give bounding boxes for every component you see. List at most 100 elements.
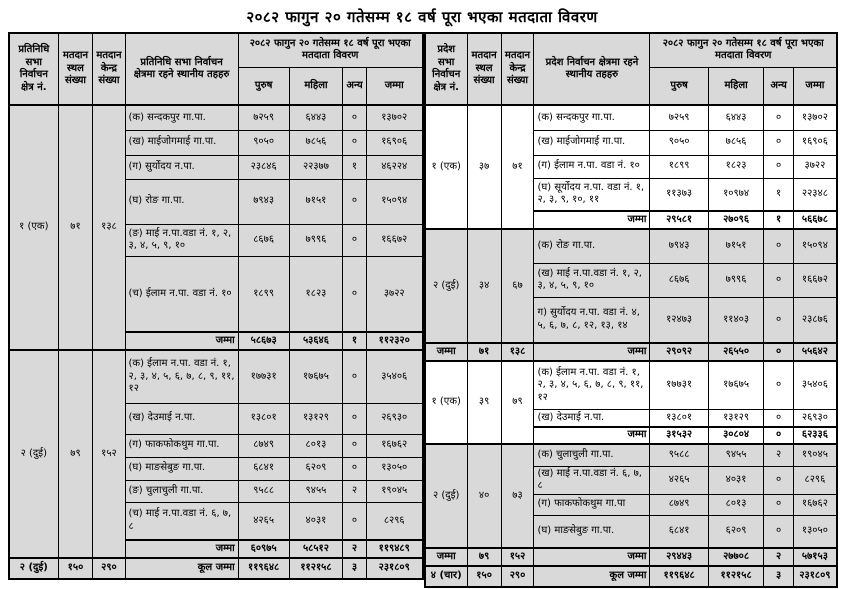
total-count-cell: १६६७२ — [365, 223, 424, 257]
polling-center-count-cell: ७९ — [500, 360, 535, 445]
male-count-cell: ७२५९ — [237, 104, 290, 131]
subtotal-total-cell: ११२३२० — [365, 331, 424, 351]
female-count-cell: ६२०९ — [707, 514, 765, 549]
locality-cell: (ग) सुर्योदय न.पा. — [124, 154, 239, 180]
polling-place-count-cell: ३७ — [466, 104, 502, 230]
total-count-cell: ३७२२ — [792, 154, 838, 179]
block-subtotal-other-cell: २ — [763, 547, 794, 567]
total-count-cell: १९०४५ — [792, 443, 838, 467]
male-count-cell: १७७३१ — [237, 349, 290, 404]
female-count-cell: ८०१३ — [707, 493, 765, 516]
other-count-cell: ० — [763, 514, 794, 549]
total-count-cell: ८२९६ — [365, 501, 424, 541]
female-count-cell: २२३७७ — [288, 154, 344, 180]
grand-total-row: २ (दुई) १५० २९० कूल जम्मा ११९६४८ ११२१५८ ३ २३१८०… — [8, 557, 424, 580]
total-count-cell: २६९३० — [365, 402, 424, 435]
female-count-cell: ११४०३ — [707, 296, 765, 344]
total-count-cell: १३०५० — [365, 456, 424, 481]
grand-total-other-cell: ३ — [342, 557, 367, 580]
subtotal-female-cell: ३०८०४ — [707, 426, 765, 445]
total-count-cell: १३७०२ — [365, 104, 424, 131]
other-header: अन्य — [763, 66, 794, 106]
female-count-cell: ७९९६ — [288, 223, 344, 257]
locality-cell: (क) ईलाम न.पा. वडा नं. १, २, ३, ४, ५, ६,… — [533, 360, 651, 410]
header-row: प्रतिनिधि सभा निर्वाचन क्षेत्र नं. मतदान … — [8, 32, 424, 106]
female-count-cell: ७१५१ — [288, 178, 344, 225]
header-subrow: पुरुष महिला अन्य जम्मा — [9, 66, 424, 106]
other-count-cell: ० — [763, 104, 794, 131]
block-subtotal-male-cell: २९४४३ — [649, 547, 709, 567]
male-count-cell: २३८४६ — [237, 154, 290, 180]
grand-total-female-cell: ११२१५८ — [707, 565, 765, 588]
other-count-cell: ० — [342, 223, 367, 257]
locality-cell: (घ) माङसेबुङ गा.पा. — [533, 514, 651, 549]
locality-cell: (ख) माईजोगमाई गा.पा. — [533, 129, 651, 156]
total-header: जम्मा — [792, 66, 838, 106]
locality-cell: (ख) माईजोगमाई गा.पा. — [124, 129, 239, 156]
table-row: २ (दुई) ७९ १५२ (क) ईलाम न.पा. वडा नं. १, २,… — [8, 349, 424, 559]
table-row: (घ) रोङ गा.पा. ७९४३ ७१५१ ० १५०९४ — [9, 178, 424, 225]
block-subtotal-female-cell: २६५५० — [707, 342, 765, 362]
constituency-number-cell: २ (दुई) — [424, 228, 468, 344]
subtotal-male-cell: २९५८१ — [649, 210, 709, 230]
tables-container: प्रतिनिधि सभा निर्वाचन क्षेत्र नं. मतदान … — [0, 32, 844, 588]
other-count-cell: ० — [763, 493, 794, 516]
page-title: २०८२ फागुन २० गतेसम्म १८ वर्ष पूरा भएका … — [246, 8, 598, 26]
total-header: जम्मा — [365, 66, 424, 106]
female-count-cell: ७८५६ — [288, 129, 344, 156]
constituency-number-cell: १ (एक) — [424, 360, 468, 445]
locality-cell: (घ) रोङ गा.पा. — [124, 178, 239, 225]
footer-constituency-cell: ४ (चार) — [424, 565, 468, 588]
block-subtotal-label-cell: जम्मा — [424, 342, 468, 362]
male-count-cell: ९५८८ — [649, 443, 709, 467]
other-count-cell: २ — [763, 443, 794, 467]
polling-center-count-header: मतदान केन्द्र संख्या — [500, 32, 535, 106]
polling-center-count-cell: १५२ — [92, 349, 126, 559]
table-row: २ (दुई) ३४ ६७ (क) रोङ गा.पा. ७९४३ ७१५१ ० १५०९४ — [424, 228, 838, 344]
total-count-cell: २६९३० — [792, 408, 838, 428]
block-subtotal-booths-cell: ७९ — [466, 547, 502, 567]
other-count-cell: ० — [763, 262, 794, 298]
subtotal-label-cell: जम्मा — [124, 539, 239, 559]
total-count-cell: २२३४८ — [792, 177, 838, 212]
female-count-cell: ७९९६ — [707, 262, 765, 298]
subtotal-label-cell: जम्मा — [533, 426, 651, 445]
table-row: (ख) माईजोगमाई गा.पा. ९०५० ७८५६ ० १६९०६ — [425, 129, 838, 156]
male-header: पुरुष — [649, 66, 709, 106]
locality-cell: (ङ) माई न.पा.वडा नं. १, २, ३, ४, ५, ९, १… — [124, 223, 239, 257]
male-count-cell: ८६७६ — [237, 223, 290, 257]
male-count-cell: ९०५० — [649, 129, 709, 156]
total-count-cell: ३५४०६ — [365, 349, 424, 404]
table-row: (ख) माईजोगमाई गा.पा. ९०५० ७८५६ ० १६९०६ — [9, 129, 424, 156]
locality-cell: (च) ईलाम न.पा. वडा नं. १० — [124, 255, 239, 333]
locality-cell: ग) सुर्योदय न.पा. वडा नं. ४, ५, ६, ७, ८,… — [533, 296, 651, 344]
subtotal-other-cell: २ — [342, 539, 367, 559]
locality-cell: (ख) माई न.पा.वडा नं. ६, ७, ८ — [533, 465, 651, 495]
grand-total-female-cell: ११२१५८ — [288, 557, 344, 580]
male-count-cell: १७७३१ — [649, 360, 709, 410]
female-count-cell: ६४४३ — [288, 104, 344, 131]
total-count-cell: १६६७२ — [792, 262, 838, 298]
other-header: अन्य — [342, 66, 367, 106]
locality-cell: (ग) ईलाम न.पा. वडा नं. १० — [533, 154, 651, 179]
right-table-body: १ (एक) ३७ ७१ (क) सन्दकपुर गा.पा. ७२५९ ६४४३ ० १३… — [424, 104, 838, 588]
locality-cell: (घ) माङसेबुङ गा.पा. — [124, 456, 239, 481]
polling-center-count-cell: ७१ — [500, 104, 535, 230]
subtotal-total-cell: ६२३३६ — [792, 426, 838, 445]
polling-place-count-cell: ४० — [466, 443, 502, 549]
locality-cell: (ग) फाकफोकथुम गा.पा. — [124, 433, 239, 458]
voter-detail-group-header: २०८२ फागुन २० गतेसम्म १८ वर्ष पूरा भएका … — [237, 32, 424, 68]
other-count-cell: ० — [342, 349, 367, 404]
male-count-cell: ९०५० — [237, 129, 290, 156]
locality-cell: (च) माई न.पा.वडा नं. ६, ७, ८ — [124, 501, 239, 541]
footer-constituency-cell: २ (दुई) — [8, 557, 59, 580]
other-count-cell: १ — [763, 177, 794, 212]
table-row: (ङ) माई न.पा.वडा नं. १, २, ३, ४, ५, ९, १… — [9, 223, 424, 257]
male-count-cell: १२४७३ — [649, 296, 709, 344]
other-count-cell: ० — [342, 178, 367, 225]
polling-place-count-header: मतदान स्थल संख्या — [57, 32, 94, 106]
table-row: (च) माई न.पा.वडा नं. ६, ७, ८ ४२६५ ४०३१ ० ८२९… — [9, 501, 424, 541]
polling-place-count-cell: ३९ — [466, 360, 502, 445]
table-row: (ख) माई न.पा.वडा नं. १, २, ३, ४, ५, ९, १… — [425, 262, 838, 298]
